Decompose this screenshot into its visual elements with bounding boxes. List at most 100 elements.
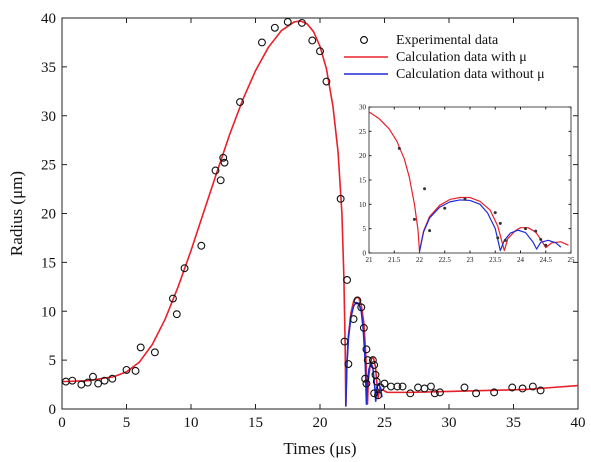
- main-data-point: [316, 47, 324, 56]
- main-data-point: [368, 356, 377, 365]
- inset-data-point: [498, 221, 502, 225]
- main-y-tick-label: 10: [41, 304, 56, 320]
- main-data-point: [359, 323, 368, 332]
- main-y-tick-label: 20: [41, 207, 56, 223]
- main-data-point: [236, 98, 244, 107]
- main-data-point: [490, 388, 499, 397]
- y-axis-title: Radius (μm): [7, 171, 26, 256]
- legend-label: Experimental data: [396, 33, 499, 48]
- main-data-point: [270, 23, 279, 32]
- inset-series-line-with-mu: [369, 111, 569, 253]
- inset-data-point: [539, 237, 543, 241]
- legend-label: Calculation data without μ: [396, 67, 545, 82]
- main-data-point: [197, 241, 206, 250]
- inset-y-tick-label: 15: [359, 177, 367, 185]
- inset-data-point: [493, 211, 497, 215]
- inset-data-point: [428, 229, 432, 233]
- main-data-point: [518, 384, 527, 393]
- main-y-tick-label: 35: [41, 60, 56, 76]
- main-data-point: [460, 383, 469, 392]
- inset-series-line-without-mu: [418, 199, 562, 252]
- main-data-point: [108, 374, 117, 383]
- main-data-point: [357, 303, 366, 312]
- legend-marker-experimental: [360, 36, 368, 44]
- main-y-tick-label: 30: [41, 109, 56, 125]
- legend-label: Calculation data with μ: [396, 50, 527, 65]
- inset-x-tick-label: 22.5: [439, 256, 452, 264]
- main-data-point: [361, 374, 370, 383]
- inset-data-point: [503, 238, 507, 242]
- inset-y-tick-label: 10: [359, 201, 367, 209]
- main-data-point: [536, 386, 545, 395]
- inset-data-point: [397, 146, 401, 150]
- main-data-point: [211, 166, 220, 175]
- inset-x-tick-label: 25: [568, 256, 576, 264]
- main-data-point: [362, 345, 371, 354]
- inset-y-tick-label: 30: [359, 104, 367, 112]
- inset-data-point: [544, 243, 548, 247]
- main-data-point: [83, 378, 92, 387]
- main-data-point: [220, 158, 229, 167]
- main-data-point: [89, 372, 97, 381]
- main-data-point: [168, 294, 177, 303]
- inset-x-tick-label: 23.5: [489, 256, 502, 264]
- main-y-tick-label: 0: [49, 402, 57, 418]
- main-x-tick-label: 15: [248, 415, 263, 431]
- main-data-point: [380, 379, 389, 388]
- main-x-tick-label: 0: [58, 415, 66, 431]
- main-data-point: [398, 382, 407, 391]
- inset-data-point: [496, 236, 500, 240]
- main-data-point: [406, 389, 415, 398]
- main-y-tick-label: 40: [41, 11, 56, 27]
- inset-series-group: [369, 111, 569, 253]
- main-data-point: [430, 389, 439, 398]
- main-data-point: [372, 377, 381, 386]
- main-data-point: [426, 382, 435, 391]
- main-x-tick-label: 10: [184, 415, 199, 431]
- main-data-point: [528, 382, 537, 391]
- main-data-point: [172, 310, 181, 319]
- main-data-point: [180, 264, 189, 273]
- inset-plot: 21 21.5 22 22.5 23 23.5 24 24.5 25 0 5 10 15 20 25 30: [359, 104, 575, 265]
- x-axis-title: Times (μs): [283, 439, 356, 458]
- main-data-point: [344, 360, 353, 368]
- main-data-point: [308, 36, 317, 45]
- main-x-tick-label: 30: [442, 415, 457, 431]
- inset-x-tick-label: 21.5: [388, 256, 401, 264]
- main-x-tick-label: 5: [123, 415, 131, 431]
- main-data-point: [219, 153, 228, 162]
- main-y-tick-label: 25: [41, 158, 56, 174]
- main-data-point: [336, 194, 345, 203]
- inset-x-tick-label: 23: [467, 256, 475, 264]
- inset-plot-frame: [368, 106, 572, 254]
- main-data-point: [297, 18, 306, 27]
- main-series-line-with-mu: [62, 20, 578, 407]
- inset-x-tick-label: 22: [416, 256, 424, 264]
- main-data-point: [363, 356, 372, 365]
- main-x-tick-label: 20: [313, 415, 328, 431]
- main-data-point: [150, 348, 159, 357]
- main-y-tick-label: 15: [41, 255, 56, 271]
- main-data-point: [472, 389, 481, 398]
- inset-x-tick-label: 21: [366, 256, 374, 264]
- main-data-point: [136, 343, 145, 352]
- main-data-point: [68, 376, 77, 385]
- main-y-tick-label: 5: [49, 353, 57, 369]
- main-data-point: [343, 276, 352, 284]
- main-data-point: [374, 391, 382, 400]
- main-data-point: [353, 296, 362, 305]
- main-series-group: [62, 18, 578, 407]
- inset-data-point: [463, 197, 467, 201]
- inset-y-tick-label: 20: [359, 152, 367, 160]
- main-data-point: [370, 389, 379, 398]
- inset-y-tick-label: 5: [363, 225, 367, 233]
- main-data-point: [283, 18, 292, 26]
- main-data-point: [393, 382, 402, 391]
- main-data-point: [122, 365, 131, 374]
- inset-x-tick-label: 24.5: [540, 256, 553, 264]
- main-data-point: [258, 38, 266, 47]
- inset-data-point: [524, 227, 528, 231]
- main-data-point: [94, 379, 103, 388]
- main-data-point: [100, 376, 109, 385]
